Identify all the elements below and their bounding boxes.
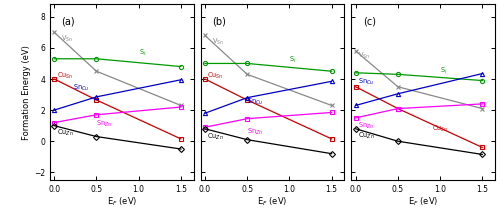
Text: Sn$_{Zn}$: Sn$_{Zn}$ <box>247 127 264 137</box>
Text: Sn$_{Cu}$: Sn$_{Cu}$ <box>73 82 89 93</box>
Text: V$_{Sn}$: V$_{Sn}$ <box>61 33 73 44</box>
Text: Cu$_{Zn}$: Cu$_{Zn}$ <box>358 131 375 141</box>
Text: Cu$_{Zn}$: Cu$_{Zn}$ <box>208 132 224 142</box>
Text: Sn$_{Cu}$: Sn$_{Cu}$ <box>247 97 264 107</box>
X-axis label: E$_F$ (eV): E$_F$ (eV) <box>258 195 288 208</box>
X-axis label: E$_F$ (eV): E$_F$ (eV) <box>408 195 438 208</box>
Text: Cu$_{Sn}$: Cu$_{Sn}$ <box>208 71 224 81</box>
Text: Sn$_{Zn}$: Sn$_{Zn}$ <box>96 119 112 129</box>
Text: Cu$_{Sn}$: Cu$_{Sn}$ <box>432 124 448 134</box>
Text: (a): (a) <box>62 17 75 27</box>
Text: Cu$_{Sn}$: Cu$_{Sn}$ <box>57 71 73 81</box>
Text: S$_{i}$: S$_{i}$ <box>138 48 146 58</box>
Y-axis label: Formation Energy (eV): Formation Energy (eV) <box>22 45 31 140</box>
Text: V$_{Sn}$: V$_{Sn}$ <box>358 51 370 61</box>
Text: Cu$_{Zn}$: Cu$_{Zn}$ <box>57 128 74 138</box>
Text: V$_{Sn}$: V$_{Sn}$ <box>212 37 224 47</box>
X-axis label: E$_F$ (eV): E$_F$ (eV) <box>106 195 137 208</box>
Text: S$_{i}$: S$_{i}$ <box>290 55 297 66</box>
Text: Sn$_{Zn}$: Sn$_{Zn}$ <box>358 121 374 131</box>
Text: S$_{i}$: S$_{i}$ <box>440 66 448 76</box>
Text: Sn$_{Cu}$: Sn$_{Cu}$ <box>358 77 374 87</box>
Text: (c): (c) <box>363 17 376 27</box>
Text: (b): (b) <box>212 17 226 27</box>
